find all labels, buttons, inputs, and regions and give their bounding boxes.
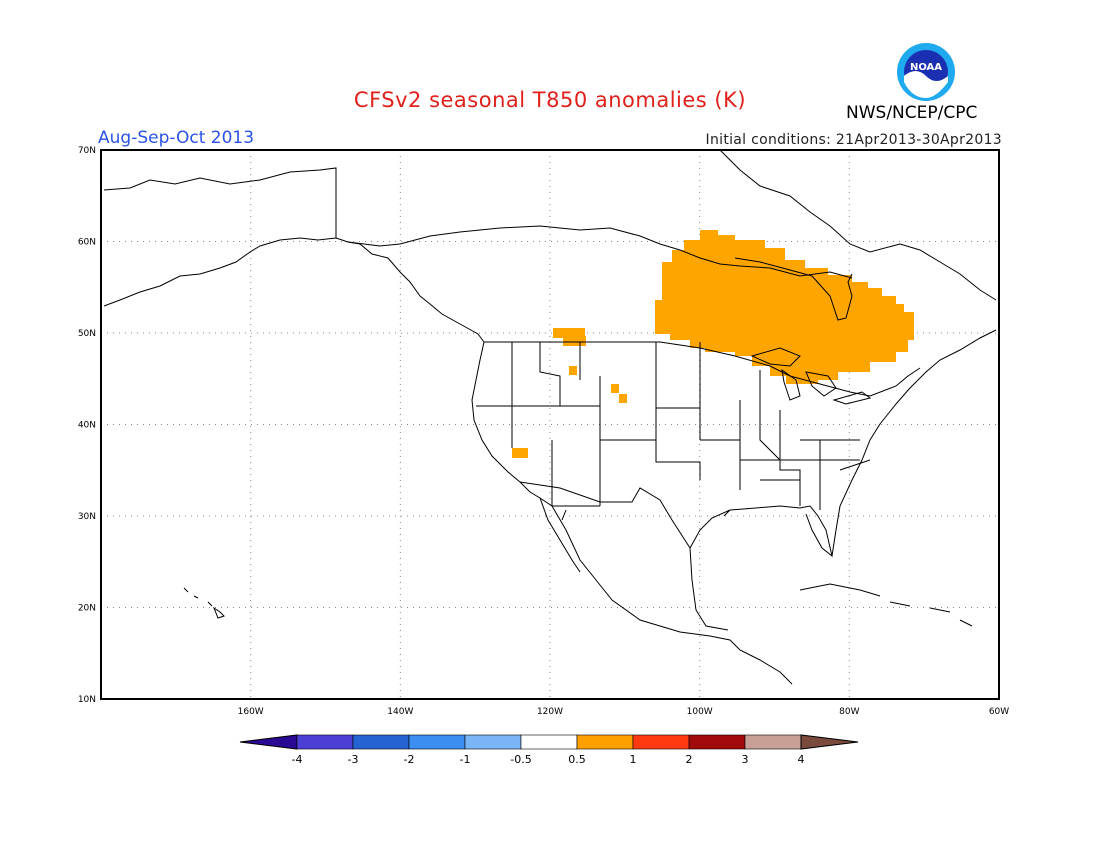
colorbar-label: 3	[742, 753, 749, 766]
longitude-label: 100W	[687, 707, 713, 717]
colorbar-swatch	[520, 734, 578, 750]
anomaly-regions	[512, 230, 914, 458]
us-west-coast	[471, 341, 793, 685]
colorbar-swatch	[352, 734, 410, 750]
longitude-label: 160W	[238, 707, 264, 717]
colorbar-label: 4	[798, 753, 805, 766]
colorbar-label: 1	[630, 753, 637, 766]
baja-california	[539, 497, 581, 573]
colorbar-swatch	[296, 734, 354, 750]
latitude-label: 10N	[78, 695, 96, 705]
latitude-label: 40N	[78, 421, 96, 431]
anomaly-region-canada-great-lakes	[655, 230, 914, 384]
colorbar-arrow-low	[239, 734, 298, 750]
land-outlines	[103, 149, 997, 685]
map-title: CFSv2 seasonal T850 anomalies (K)	[353, 88, 747, 112]
agency-label: NWS/NCEP/CPC	[846, 103, 978, 123]
colorbar-swatch	[744, 734, 802, 750]
anomaly-cell-idaho	[569, 366, 577, 375]
latitude-label: 70N	[78, 146, 96, 156]
colorbar-label: -2	[404, 753, 415, 766]
logo-lettering: NOAA	[910, 62, 942, 73]
state-borders	[476, 342, 871, 510]
longitude-label: 140W	[387, 707, 413, 717]
longitude-labels: 160W 140W 120W 100W 80W 60W	[238, 707, 1010, 717]
caribbean-islands	[799, 583, 973, 627]
great-lakes	[750, 347, 872, 405]
colorbar-swatch	[576, 734, 634, 750]
colorbar: -4 -3 -2 -1 -0.5 0.5 1 2 3 4	[239, 734, 859, 766]
canada-arctic-coast	[347, 149, 997, 301]
anomaly-cell-wyoming-1	[611, 384, 619, 393]
initial-conditions: Initial conditions: 21Apr2013-30Apr2013	[705, 132, 1002, 148]
colorbar-label: -0.5	[510, 753, 531, 766]
colorbar-swatch	[688, 734, 746, 750]
latitude-label: 20N	[78, 604, 96, 614]
longitude-label: 60W	[989, 707, 1009, 717]
colorbar-arrow-high	[800, 734, 859, 750]
graticule	[101, 150, 999, 699]
colorbar-label: 0.5	[568, 753, 586, 766]
anomaly-cell-nevada	[512, 448, 528, 458]
colorbar-swatch	[632, 734, 690, 750]
alaska-coast	[103, 167, 485, 343]
colorbar-label: 2	[686, 753, 693, 766]
longitude-label: 80W	[839, 707, 859, 717]
colorbar-label: -3	[348, 753, 359, 766]
forecast-period: Aug-Sep-Oct 2013	[98, 128, 255, 148]
hawaii-islands	[183, 587, 225, 619]
map-frame	[100, 149, 1000, 700]
hudson-bay	[734, 257, 853, 321]
colorbar-swatch	[464, 734, 522, 750]
noaa-logo-icon: NOAA	[897, 43, 955, 101]
colorbar-label: -4	[292, 753, 303, 766]
gulf-coast	[689, 505, 833, 631]
colorbar-label: -1	[460, 753, 471, 766]
latitude-label: 50N	[78, 329, 96, 339]
us-mexico-border	[519, 481, 691, 549]
us-east-coast	[831, 329, 997, 557]
colorbar-swatch	[408, 734, 466, 750]
anomaly-cell-montana-1	[553, 328, 585, 338]
latitude-label: 30N	[78, 512, 96, 522]
longitude-label: 120W	[537, 707, 563, 717]
anomaly-cell-wyoming-2	[619, 394, 627, 403]
latitude-label: 60N	[78, 238, 96, 248]
latitude-labels: 70N 60N 50N 40N 30N 20N 10N	[78, 146, 96, 705]
anomaly-cell-montana-2	[563, 336, 586, 346]
